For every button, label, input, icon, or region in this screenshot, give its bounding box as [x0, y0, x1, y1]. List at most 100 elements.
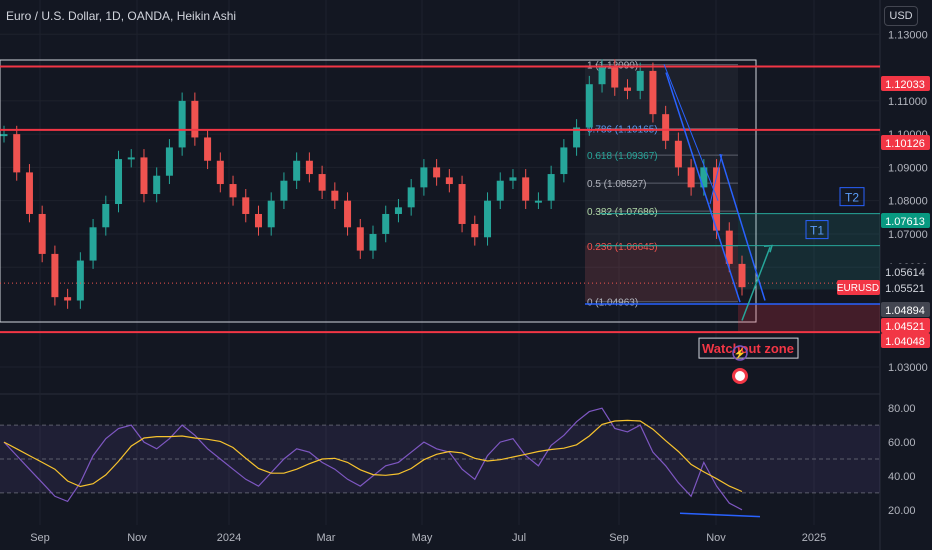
rsi-ma-line [3, 419, 743, 493]
candle-body [51, 253, 59, 298]
candle-body [115, 159, 123, 204]
price-label-box [881, 280, 930, 295]
fib-label: 0.236 (1.06645) [587, 242, 658, 253]
projection-arrowhead [763, 244, 774, 253]
candle-body [140, 157, 148, 195]
candle-body [229, 184, 237, 198]
price-label-box [881, 302, 930, 317]
candle-body [293, 160, 301, 181]
price-tick-label: 1.13000 [888, 29, 928, 41]
candle-body [369, 233, 377, 251]
candle-body [267, 200, 275, 228]
time-axis[interactable]: Sep Nov 2024 Mar May Jul Sep Nov 2025 [30, 532, 826, 544]
time-tick-label: 2024 [217, 532, 241, 544]
candle-body [700, 167, 708, 188]
rsi-tick-label: 80.00 [888, 403, 916, 415]
rsi-trend-line [679, 512, 761, 518]
fib-label: 0.382 (1.07686) [587, 207, 658, 218]
projection-arrow [741, 246, 771, 321]
candle-body [738, 263, 746, 288]
time-tick-label: Nov [127, 532, 147, 544]
candle-body [25, 172, 33, 214]
trend-line [709, 153, 723, 205]
fib-label: 0.618 (1.09367) [587, 151, 658, 162]
price-label-box [881, 135, 930, 150]
rsi-band [0, 425, 880, 493]
watchout-zone [738, 304, 880, 333]
currency-button[interactable]: USD [884, 6, 918, 26]
candle-body [636, 70, 644, 91]
range-box [0, 59, 757, 323]
candle-body [344, 200, 352, 228]
candle-body [89, 227, 97, 261]
drawing-lines[interactable] [0, 64, 880, 334]
candle-body [318, 174, 326, 191]
time-tick-label: Nov [706, 532, 726, 544]
rsi-line [3, 407, 743, 511]
price-labels: 1.12033 1.10126 1.07613 1.05614 1.05521 1.048… [837, 76, 930, 348]
candle-body [623, 87, 631, 91]
candle-body [305, 160, 313, 175]
fib-label: 0 (1.04963) [587, 298, 638, 309]
trend-line [665, 72, 741, 303]
candle-body [64, 297, 72, 301]
candle-body [471, 223, 479, 238]
trend-line [663, 64, 719, 201]
rsi-panel [0, 407, 880, 518]
candle-body [445, 177, 453, 185]
us-flag-inner [735, 371, 745, 381]
target-box [805, 220, 829, 240]
target-zone [738, 213, 880, 290]
candle-body [178, 100, 186, 148]
candle-body [382, 213, 390, 234]
lightning-event-icon [732, 345, 748, 361]
candle-body [687, 167, 695, 188]
price-label-box [881, 76, 930, 91]
symbol-tag-box [837, 280, 880, 295]
fib-zones: 1 (1.12090)0.786 (1.10165)0.618 (1.09367… [0, 59, 880, 333]
time-tick-label: Sep [609, 532, 629, 544]
candle-body [611, 67, 619, 88]
candle-body [331, 190, 339, 201]
candle-body [216, 160, 224, 185]
candle-body [153, 175, 161, 195]
target-box [839, 187, 865, 207]
candle-body [0, 134, 8, 137]
time-tick-label: Mar [317, 532, 336, 544]
time-tick-label: May [412, 532, 433, 544]
watchout-label: Watchout zone [702, 341, 794, 356]
time-tick-label: 2025 [802, 532, 826, 544]
candle-body [725, 230, 733, 264]
candle-body [585, 84, 593, 128]
price-label-value: 1.05614 [885, 267, 925, 279]
lightning-icon-glyph: ⚡ [734, 347, 746, 360]
price-tick-label: 1.03000 [888, 362, 928, 374]
rsi-tick-label: 40.00 [888, 471, 916, 483]
candle-body [573, 127, 581, 148]
price-label-value: 1.04894 [885, 305, 925, 317]
candle-body [674, 140, 682, 168]
candle-body [496, 180, 504, 201]
candle-body [204, 137, 212, 161]
symbol-tag: EURUSD [837, 283, 879, 294]
watchout-box [698, 337, 799, 359]
rsi-tick-label: 60.00 [888, 437, 916, 449]
candles [0, 59, 746, 309]
candle-body [534, 200, 542, 203]
time-tick-label: Jul [512, 532, 526, 544]
price-tick-label: 1.11000 [888, 96, 927, 108]
price-label-box [881, 333, 930, 348]
candle-body [38, 213, 46, 254]
price-label-value: 1.10126 [885, 138, 925, 150]
price-label-box [881, 213, 930, 228]
candle-body [242, 197, 250, 214]
candle-body [280, 180, 288, 201]
rsi-tick-label: 20.00 [888, 505, 916, 517]
candle-body [598, 67, 606, 85]
price-label-value: 1.05521 [885, 283, 925, 295]
candle-body [713, 167, 721, 231]
candle-body [522, 177, 530, 201]
price-tick-label: 1.07000 [888, 229, 928, 241]
chart-title: Euro / U.S. Dollar, 1D, OANDA, Heikin As… [6, 9, 237, 23]
